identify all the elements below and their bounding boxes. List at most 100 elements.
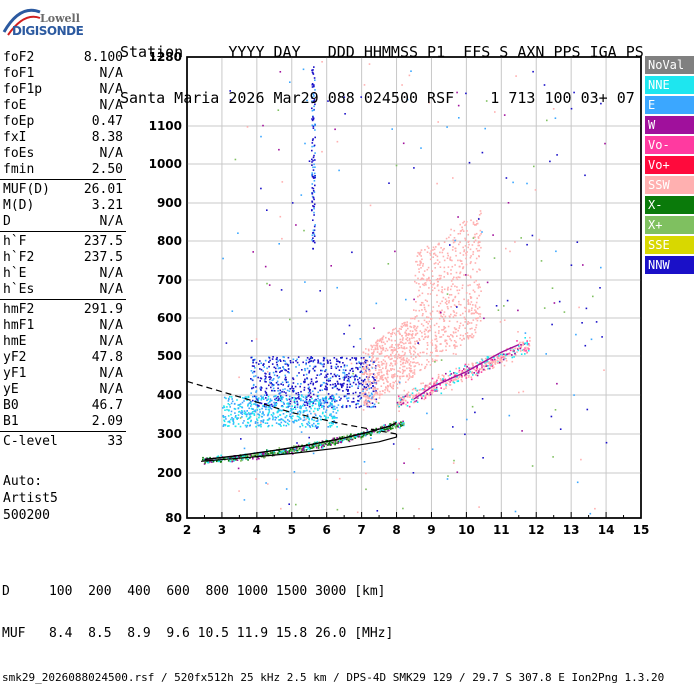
echo-point <box>365 395 367 397</box>
echo-point <box>454 247 457 250</box>
echo-point <box>409 322 412 325</box>
echo-point <box>302 396 305 398</box>
echo-point <box>478 306 481 309</box>
echo-point <box>294 419 296 422</box>
echo-point <box>461 228 464 231</box>
echo-point <box>373 431 375 433</box>
echo-point <box>301 395 303 397</box>
echo-point <box>413 401 415 404</box>
echo-point <box>475 301 478 304</box>
echo-point <box>253 365 255 367</box>
echo-point <box>339 439 342 441</box>
echo-point <box>442 378 444 380</box>
echo-point <box>512 349 515 351</box>
echo-point <box>461 263 463 265</box>
param-value: 237.5 <box>83 234 123 249</box>
echo-point <box>406 325 409 327</box>
echo-point <box>372 390 375 393</box>
echo-point <box>422 388 424 390</box>
echo-point <box>234 425 237 428</box>
echo-point <box>399 333 401 335</box>
echo-point <box>262 398 265 400</box>
echo-point <box>322 443 324 445</box>
echo-point <box>438 274 441 277</box>
echo-point <box>292 390 295 393</box>
echo-point <box>370 348 373 351</box>
echo-point <box>255 338 258 340</box>
echo-point <box>301 424 304 427</box>
echo-point <box>453 241 456 243</box>
echo-point <box>400 328 402 330</box>
echo-point <box>364 393 367 395</box>
echo-point <box>253 370 256 373</box>
echo-point <box>391 344 393 346</box>
x-tick-label: 9 <box>427 523 435 537</box>
echo-point <box>330 424 333 427</box>
echo-point <box>475 310 477 313</box>
param-value: 3.21 <box>91 198 123 213</box>
echo-point <box>228 404 231 406</box>
echo-point <box>304 446 307 448</box>
echo-point <box>405 334 408 336</box>
echo-point <box>512 181 514 184</box>
echo-point <box>294 405 296 407</box>
echo-point <box>386 349 389 352</box>
echo-point <box>296 358 298 361</box>
echo-point <box>454 374 457 377</box>
echo-point <box>302 447 304 450</box>
echo-point <box>429 354 432 357</box>
echo-point <box>418 294 421 297</box>
echo-point <box>313 359 316 361</box>
echo-point <box>268 376 270 378</box>
echo-point <box>308 418 310 421</box>
echo-point <box>431 289 434 292</box>
echo-point <box>325 396 327 398</box>
echo-point <box>368 391 370 394</box>
echo-point <box>341 440 344 443</box>
echo-point <box>447 475 449 477</box>
echo-point <box>334 383 336 385</box>
echo-point <box>470 301 473 303</box>
echo-point <box>304 397 307 400</box>
echo-point <box>340 366 342 368</box>
echo-point <box>252 251 254 253</box>
echo-point <box>364 368 366 370</box>
echo-point <box>524 342 526 345</box>
echo-point <box>258 405 260 407</box>
echo-point <box>487 367 490 370</box>
echo-point <box>452 239 454 241</box>
echo-point <box>328 398 330 400</box>
echo-point <box>241 458 244 461</box>
echo-point <box>368 387 371 390</box>
echo-point <box>315 446 318 449</box>
echo-point <box>472 223 475 225</box>
echo-point <box>318 407 321 410</box>
echo-point <box>304 410 306 412</box>
echo-point <box>471 372 473 374</box>
echo-point <box>423 306 426 309</box>
echo-point <box>394 375 396 377</box>
echo-point <box>433 386 435 389</box>
echo-point <box>257 457 260 459</box>
echo-point <box>426 359 428 361</box>
echo-point <box>465 292 468 294</box>
echo-point <box>231 459 233 461</box>
echo-point <box>440 274 442 277</box>
echo-point <box>404 395 407 397</box>
echo-point <box>414 343 416 345</box>
echo-point <box>276 380 279 383</box>
echo-point <box>424 367 426 370</box>
echo-point <box>209 461 211 463</box>
echo-point <box>278 148 280 151</box>
echo-point <box>300 450 303 453</box>
echo-point <box>403 370 405 372</box>
echo-point <box>361 392 364 395</box>
echo-point <box>301 369 303 371</box>
echo-point <box>415 309 417 312</box>
echo-point <box>271 358 274 360</box>
echo-point <box>448 236 450 239</box>
echo-point <box>229 456 231 459</box>
echo-point <box>375 380 378 382</box>
param-row: foF1p N/A <box>0 82 126 98</box>
echo-point <box>285 369 288 372</box>
